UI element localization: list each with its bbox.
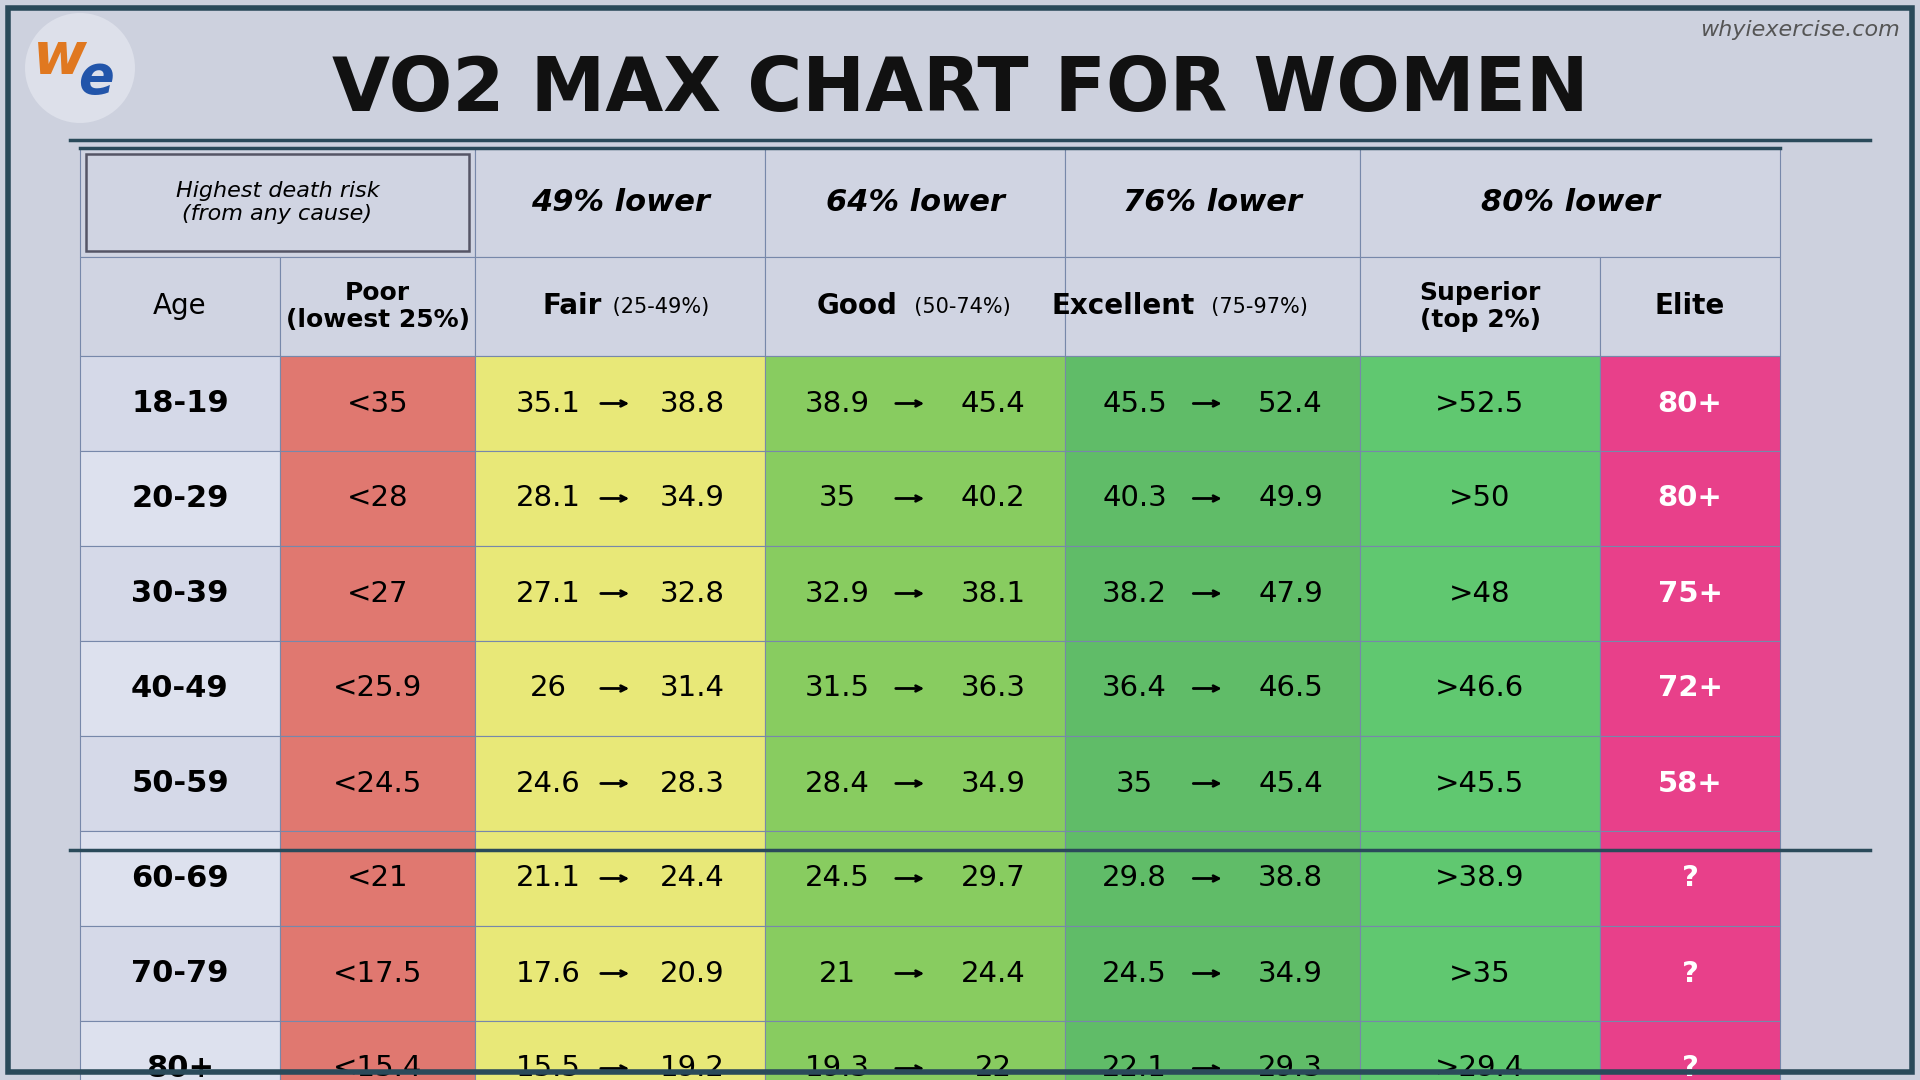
Text: 45.5: 45.5 <box>1102 390 1167 418</box>
Text: <21: <21 <box>348 864 409 892</box>
FancyBboxPatch shape <box>1359 1021 1599 1080</box>
Text: 45.4: 45.4 <box>960 390 1025 418</box>
Text: 28.3: 28.3 <box>659 769 724 797</box>
Text: 46.5: 46.5 <box>1258 675 1323 702</box>
Text: 28.4: 28.4 <box>804 769 870 797</box>
FancyBboxPatch shape <box>1359 642 1599 735</box>
Text: 24.5: 24.5 <box>1102 959 1167 987</box>
Text: 34.9: 34.9 <box>660 485 724 513</box>
Text: whyiexercise.com: whyiexercise.com <box>1701 21 1901 40</box>
FancyBboxPatch shape <box>1599 926 1780 1021</box>
Text: 38.8: 38.8 <box>1258 864 1323 892</box>
Text: 49% lower: 49% lower <box>530 188 708 217</box>
FancyBboxPatch shape <box>764 148 1066 257</box>
FancyBboxPatch shape <box>81 735 280 831</box>
FancyBboxPatch shape <box>1359 451 1599 546</box>
FancyBboxPatch shape <box>280 356 474 451</box>
Text: 64% lower: 64% lower <box>826 188 1004 217</box>
Text: >48: >48 <box>1450 580 1511 607</box>
Text: 32.9: 32.9 <box>804 580 870 607</box>
Text: 38.9: 38.9 <box>804 390 870 418</box>
FancyBboxPatch shape <box>474 546 764 642</box>
Text: 60-69: 60-69 <box>131 864 228 893</box>
Text: 24.5: 24.5 <box>804 864 870 892</box>
Text: 28.1: 28.1 <box>515 485 580 513</box>
FancyBboxPatch shape <box>86 154 468 251</box>
Text: 21: 21 <box>818 959 856 987</box>
Text: >50: >50 <box>1450 485 1511 513</box>
FancyBboxPatch shape <box>474 735 764 831</box>
FancyBboxPatch shape <box>474 257 764 356</box>
FancyBboxPatch shape <box>764 356 1066 451</box>
FancyBboxPatch shape <box>764 926 1066 1021</box>
FancyBboxPatch shape <box>474 831 764 926</box>
Text: 52.4: 52.4 <box>1258 390 1323 418</box>
Text: Good: Good <box>816 293 897 321</box>
Text: Superior
(top 2%): Superior (top 2%) <box>1419 281 1540 333</box>
Text: 38.1: 38.1 <box>960 580 1025 607</box>
Text: ?: ? <box>1682 959 1699 987</box>
FancyBboxPatch shape <box>81 926 280 1021</box>
Text: 35: 35 <box>818 485 856 513</box>
Text: Poor
(lowest 25%): Poor (lowest 25%) <box>286 281 470 333</box>
Text: <28: <28 <box>348 485 409 513</box>
FancyBboxPatch shape <box>1599 451 1780 546</box>
Text: Age: Age <box>154 293 207 321</box>
FancyBboxPatch shape <box>474 148 764 257</box>
FancyBboxPatch shape <box>1599 831 1780 926</box>
Text: 18-19: 18-19 <box>131 389 228 418</box>
Text: 75+: 75+ <box>1657 580 1722 607</box>
FancyBboxPatch shape <box>1599 642 1780 735</box>
Text: 22.1: 22.1 <box>1102 1054 1167 1080</box>
FancyBboxPatch shape <box>1066 831 1359 926</box>
FancyBboxPatch shape <box>1599 735 1780 831</box>
FancyBboxPatch shape <box>280 546 474 642</box>
Text: 34.9: 34.9 <box>960 769 1025 797</box>
FancyBboxPatch shape <box>1066 642 1359 735</box>
Text: <35: <35 <box>348 390 409 418</box>
Text: 27.1: 27.1 <box>516 580 580 607</box>
Text: 47.9: 47.9 <box>1258 580 1323 607</box>
FancyBboxPatch shape <box>280 831 474 926</box>
Text: 36.3: 36.3 <box>960 675 1025 702</box>
FancyBboxPatch shape <box>1359 926 1599 1021</box>
FancyBboxPatch shape <box>1359 148 1780 257</box>
Text: 72+: 72+ <box>1657 675 1722 702</box>
FancyBboxPatch shape <box>1359 546 1599 642</box>
Text: >35: >35 <box>1450 959 1511 987</box>
FancyBboxPatch shape <box>81 831 280 926</box>
Text: 20.9: 20.9 <box>660 959 724 987</box>
Text: 80% lower: 80% lower <box>1480 188 1659 217</box>
Text: <24.5: <24.5 <box>332 769 422 797</box>
Text: 36.4: 36.4 <box>1102 675 1167 702</box>
Text: 19.3: 19.3 <box>804 1054 870 1080</box>
FancyBboxPatch shape <box>1066 546 1359 642</box>
Text: 38.2: 38.2 <box>1102 580 1167 607</box>
Text: >38.9: >38.9 <box>1436 864 1524 892</box>
FancyBboxPatch shape <box>81 642 280 735</box>
Text: 15.5: 15.5 <box>516 1054 580 1080</box>
Text: <15.4: <15.4 <box>332 1054 422 1080</box>
FancyBboxPatch shape <box>764 257 1066 356</box>
Text: >52.5: >52.5 <box>1436 390 1524 418</box>
Text: 24.4: 24.4 <box>960 959 1025 987</box>
Text: Highest death risk
(from any cause): Highest death risk (from any cause) <box>177 180 380 225</box>
FancyBboxPatch shape <box>81 1021 280 1080</box>
Text: e: e <box>79 52 113 104</box>
Text: 38.8: 38.8 <box>659 390 724 418</box>
FancyBboxPatch shape <box>474 642 764 735</box>
Text: 58+: 58+ <box>1657 769 1722 797</box>
Text: 80+: 80+ <box>146 1054 213 1080</box>
FancyBboxPatch shape <box>81 148 474 257</box>
Text: 70-79: 70-79 <box>131 959 228 988</box>
FancyBboxPatch shape <box>764 831 1066 926</box>
FancyBboxPatch shape <box>764 451 1066 546</box>
FancyBboxPatch shape <box>280 926 474 1021</box>
Text: 40-49: 40-49 <box>131 674 228 703</box>
Text: >45.5: >45.5 <box>1436 769 1524 797</box>
FancyBboxPatch shape <box>1066 257 1359 356</box>
Text: 35.1: 35.1 <box>515 390 580 418</box>
Text: (75-97%): (75-97%) <box>1198 297 1308 316</box>
FancyBboxPatch shape <box>474 1021 764 1080</box>
